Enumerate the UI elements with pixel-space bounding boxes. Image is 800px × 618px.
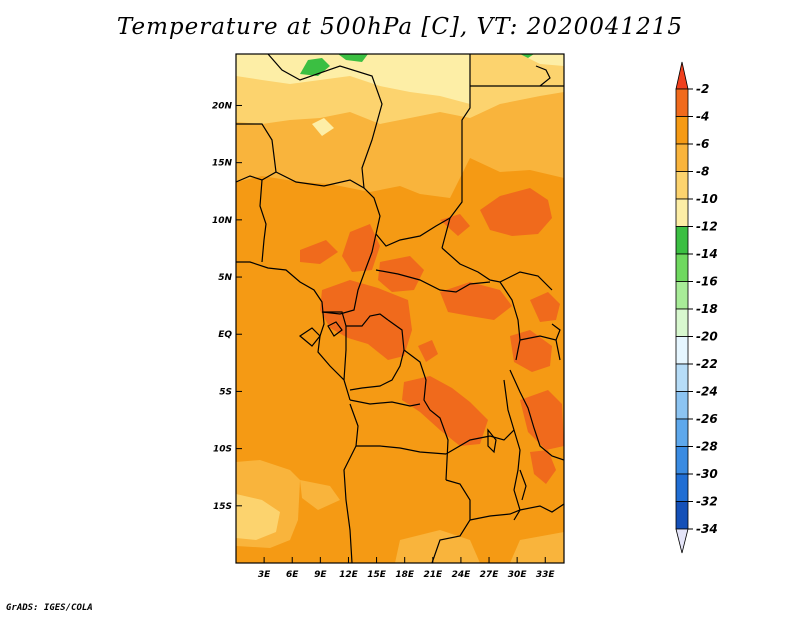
colorbar-label: -34 xyxy=(696,522,718,536)
colorbar-swatch xyxy=(675,171,689,200)
lon-tick-label: 12E xyxy=(339,570,359,580)
colorbar-label: -14 xyxy=(696,247,718,261)
lat-tick-label: 10S xyxy=(213,445,232,455)
country-boundaries xyxy=(236,54,564,563)
longitude-axis: 3E 6E 9E 12E 15E 18E 21E 24E 27E 30E 33E xyxy=(258,557,556,580)
colorbar-label: -30 xyxy=(696,467,718,481)
colorbar-bottom-triangle xyxy=(675,528,689,554)
colorbar-label: -22 xyxy=(696,357,718,371)
colorbar-swatch xyxy=(675,391,689,420)
lon-tick-label: 24E xyxy=(452,570,472,580)
colorbar-swatch xyxy=(675,88,689,117)
lon-tick-label: 27E xyxy=(480,570,500,580)
colorbar-label: -6 xyxy=(696,137,709,151)
colorbar-label: -4 xyxy=(696,110,709,124)
colorbar-swatch xyxy=(675,143,689,172)
colorbar-swatch xyxy=(675,226,689,255)
colorbar-label: -26 xyxy=(696,412,718,426)
colorbar-top-triangle xyxy=(675,61,689,90)
colorbar-label: -12 xyxy=(696,220,718,234)
lon-tick-label: 18E xyxy=(395,570,415,580)
colorbar-label: -8 xyxy=(696,165,709,179)
lat-tick-label: 15S xyxy=(213,502,232,512)
colorbar-label: -16 xyxy=(696,275,718,289)
lon-tick-label: 21E xyxy=(423,570,443,580)
colorbar-swatch xyxy=(675,336,689,365)
colorbar-label: -24 xyxy=(696,385,718,399)
lat-tick-label: 20N xyxy=(212,101,233,111)
colorbar-label: -20 xyxy=(696,330,718,344)
lat-tick-label: EQ xyxy=(218,330,232,340)
lon-tick-label: 9E xyxy=(314,570,327,580)
colorbar-label: -32 xyxy=(696,495,718,509)
lon-tick-label: 15E xyxy=(367,570,387,580)
lon-tick-label: 6E xyxy=(286,570,299,580)
map-title: Temperature at 500hPa [C], VT: 202004121… xyxy=(116,14,684,40)
colorbar-label: -2 xyxy=(696,82,709,96)
latitude-axis: 20N 15N 10N 5N EQ 5S 10S 15S xyxy=(212,101,242,512)
lon-tick-label: 30E xyxy=(508,570,528,580)
temperature-field xyxy=(236,54,564,563)
colorbar-swatch xyxy=(675,363,689,392)
colorbar-label: -10 xyxy=(696,192,718,206)
colorbar-swatch xyxy=(675,198,689,227)
grads-credit: GrADS: IGES/COLA xyxy=(6,603,93,613)
colorbar-swatch xyxy=(675,253,689,282)
lat-tick-label: 5S xyxy=(219,387,232,397)
colorbar-legend: -2 -4 -6 -8 -10 -12 -14 -16 -18 -20 -22 -24 -26 -28 -3… xyxy=(675,61,718,554)
colorbar-label: -28 xyxy=(696,440,718,454)
colorbar-swatch xyxy=(675,116,689,145)
colorbar-swatch xyxy=(675,308,689,337)
lat-tick-label: 10N xyxy=(212,216,233,226)
colorbar-swatch xyxy=(675,501,689,530)
lon-tick-label: 3E xyxy=(258,570,271,580)
colorbar-label: -18 xyxy=(696,302,718,316)
map-frame xyxy=(235,53,565,564)
lat-tick-label: 5N xyxy=(218,273,232,283)
lon-tick-label: 33E xyxy=(536,570,556,580)
colorbar-swatch xyxy=(675,473,689,502)
lat-tick-label: 15N xyxy=(212,159,233,169)
colorbar-swatch xyxy=(675,418,689,447)
colorbar-swatch xyxy=(675,446,689,475)
colorbar-swatch xyxy=(675,281,689,310)
